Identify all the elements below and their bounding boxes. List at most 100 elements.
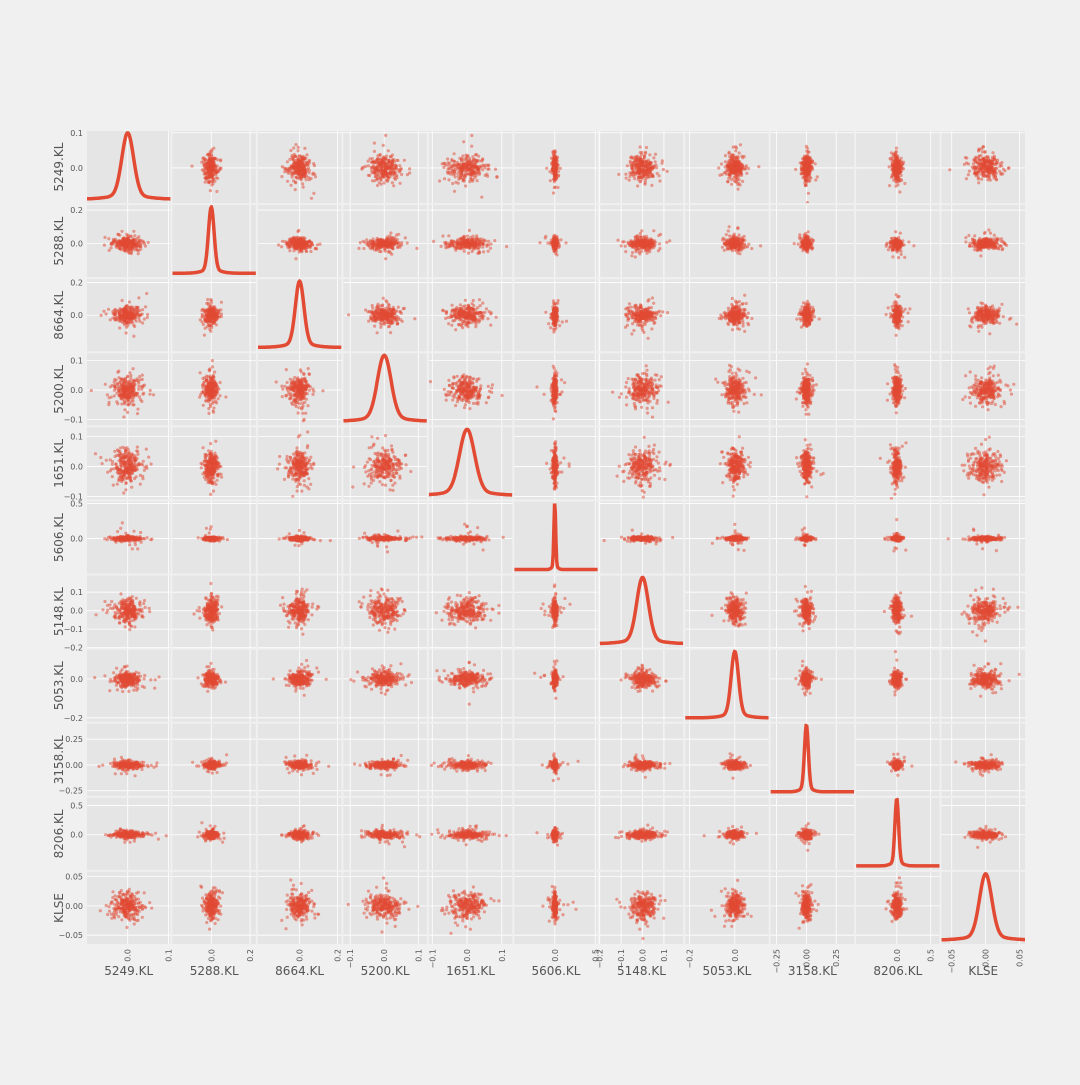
data-point — [292, 236, 295, 239]
y-tick-label: 0.1 — [70, 129, 83, 138]
data-point — [292, 179, 295, 182]
data-point — [623, 240, 626, 243]
data-point — [900, 179, 903, 182]
data-point — [991, 151, 994, 154]
data-point — [554, 163, 557, 166]
data-point — [980, 164, 983, 167]
data-point — [370, 166, 373, 169]
data-point — [980, 173, 983, 176]
cell-5249-kl-vs-1651-kl — [429, 131, 512, 203]
data-point — [976, 166, 979, 169]
data-point — [641, 170, 644, 173]
data-point — [891, 162, 894, 165]
data-point — [297, 165, 300, 168]
data-point — [467, 172, 470, 175]
cell-5249-kl-vs-8206-kl — [856, 131, 939, 203]
data-point — [277, 243, 280, 246]
data-point — [286, 180, 289, 183]
data-point — [462, 237, 465, 240]
data-point — [895, 150, 898, 153]
data-point — [374, 175, 377, 178]
data-point — [984, 161, 987, 164]
data-point — [480, 196, 483, 199]
data-point — [209, 189, 212, 192]
data-point — [977, 181, 980, 184]
data-point — [973, 172, 976, 175]
data-point — [745, 172, 748, 175]
data-point — [385, 243, 388, 246]
data-point — [899, 232, 902, 235]
cell-5249-kl-vs-klse — [942, 131, 1025, 203]
data-point — [440, 245, 443, 248]
data-point — [468, 180, 471, 183]
data-point — [544, 236, 547, 239]
data-point — [300, 178, 303, 181]
cell-5249-kl-vs-5288-kl — [172, 131, 255, 203]
data-point — [665, 241, 668, 244]
data-point — [481, 246, 484, 249]
data-point — [211, 174, 214, 177]
data-point — [400, 241, 403, 244]
data-point — [211, 165, 214, 168]
data-point — [216, 177, 219, 180]
data-point — [724, 165, 727, 168]
data-point — [303, 240, 306, 243]
data-point — [639, 145, 642, 148]
data-point — [211, 180, 214, 183]
data-point — [314, 175, 317, 178]
data-point — [448, 244, 451, 247]
data-point — [305, 164, 308, 167]
data-point — [115, 244, 118, 247]
data-point — [727, 162, 730, 165]
cell-5249-kl-vs-5053-kl — [685, 131, 768, 203]
data-point — [736, 179, 739, 182]
data-point — [647, 164, 650, 167]
cell-5249-kl-vs-5249-kl — [87, 131, 171, 203]
data-point — [744, 245, 747, 248]
data-point — [737, 182, 740, 185]
data-point — [654, 160, 657, 163]
data-point — [482, 250, 485, 253]
data-point — [634, 255, 637, 258]
data-point — [456, 246, 459, 249]
data-point — [463, 250, 466, 253]
data-point — [744, 166, 747, 169]
data-point — [294, 143, 297, 146]
data-point — [312, 172, 315, 175]
data-point — [639, 151, 642, 154]
data-point — [963, 163, 966, 166]
data-point — [657, 234, 660, 237]
data-point — [384, 257, 387, 260]
data-point — [318, 243, 321, 246]
data-point — [1000, 164, 1003, 167]
data-point — [646, 252, 649, 255]
data-point — [978, 148, 981, 151]
data-point — [553, 155, 556, 158]
data-point — [362, 166, 365, 169]
data-point — [297, 229, 300, 232]
data-point — [965, 156, 968, 159]
data-point — [552, 244, 555, 247]
data-point — [415, 247, 418, 250]
data-point — [201, 157, 204, 160]
data-point — [668, 239, 671, 242]
data-point — [800, 165, 803, 168]
data-point — [557, 174, 560, 177]
data-point — [215, 190, 218, 193]
data-point — [666, 170, 669, 173]
data-point — [124, 247, 127, 250]
data-point — [649, 170, 652, 173]
data-point — [736, 227, 739, 230]
data-point — [552, 191, 555, 194]
data-point — [903, 182, 906, 185]
data-point — [292, 146, 295, 149]
data-point — [453, 170, 456, 173]
data-point — [967, 173, 970, 176]
data-point — [373, 150, 376, 153]
data-point — [995, 162, 998, 165]
data-point — [113, 241, 116, 244]
data-point — [647, 159, 650, 162]
data-point — [311, 243, 314, 246]
cell-5249-kl-vs-5148-kl — [600, 131, 683, 203]
